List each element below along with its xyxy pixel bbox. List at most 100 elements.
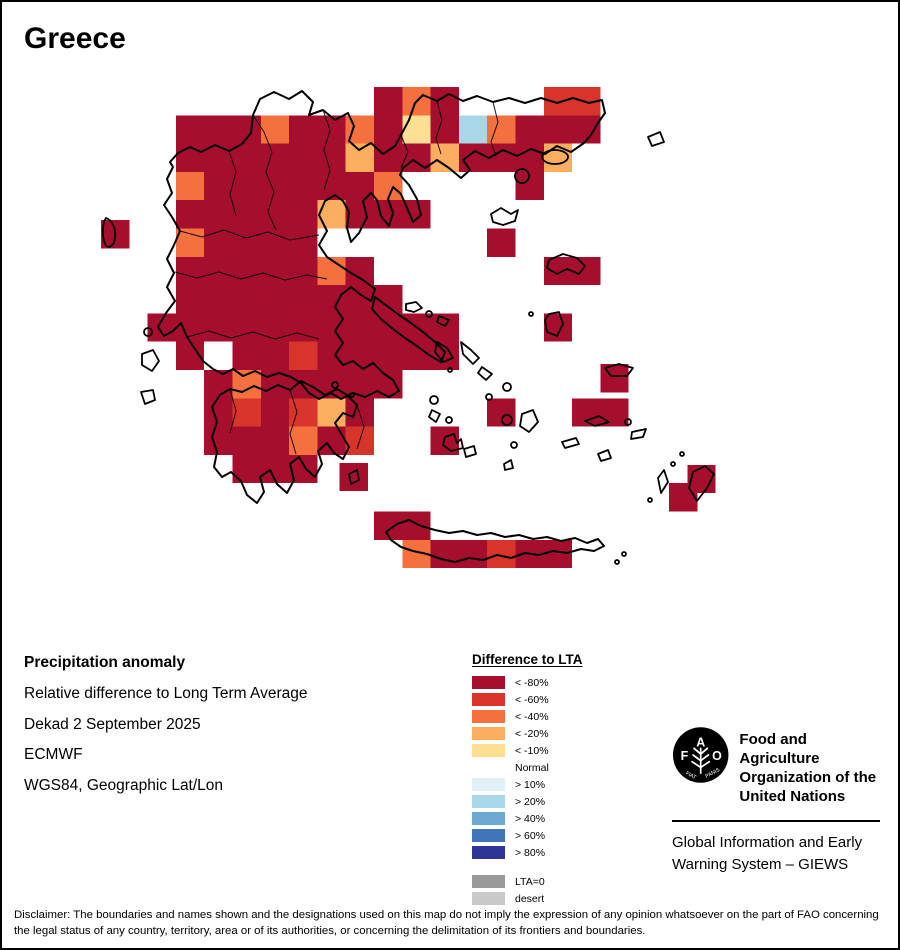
map-cell (430, 539, 459, 569)
legend-label: desert (515, 892, 545, 905)
map-cell (487, 539, 516, 569)
map-cell (402, 115, 431, 144)
map-cell (345, 313, 374, 342)
fao-logo-icon: A F O FIAT PANIS (672, 727, 729, 783)
legend: Difference to LTA < -80% < -60% < -40% < -2… (472, 652, 662, 907)
fao-org-line: Organization of the (739, 769, 877, 786)
map-cell (572, 256, 601, 286)
giews-line: Warning System – GIEWS (672, 855, 849, 873)
map-cell (402, 200, 431, 229)
disclaimer-text: Disclaimer: The boundaries and names sho… (14, 909, 879, 937)
legend-item: > 60% (472, 827, 662, 844)
legend-label: > 20% (515, 795, 546, 808)
legend-label: < -80% (515, 676, 549, 689)
legend-swatch (472, 795, 505, 808)
legend-item: > 20% (472, 793, 662, 810)
map-cell (339, 462, 368, 492)
legend-label: > 80% (515, 846, 546, 859)
legend-label: LTA=0 (515, 875, 545, 888)
map-info-block: Precipitation anomaly Relative differenc… (24, 654, 454, 807)
legend-swatch (472, 812, 505, 825)
map-cell (175, 200, 205, 229)
map-cell (204, 285, 233, 314)
map-cell (317, 115, 346, 144)
admin-boundaries (174, 100, 499, 455)
map-cell (260, 398, 290, 427)
map-cell (317, 171, 346, 201)
map-cell (374, 143, 403, 172)
map-cell (232, 398, 261, 427)
map-cell (543, 313, 573, 342)
map-cell (175, 285, 205, 314)
map-cell (260, 285, 290, 314)
map-cell (232, 285, 261, 314)
map-cell (289, 143, 318, 172)
giews-text: Global Information and Early Warning Syst… (672, 832, 884, 875)
info-lines: Relative difference to Long Term Average… (24, 685, 454, 807)
legend-item: < -10% (472, 742, 662, 759)
legend-swatch (472, 676, 505, 689)
map-cell (204, 398, 233, 427)
legend-label: < -40% (515, 710, 549, 723)
legend-label: < -60% (515, 693, 549, 706)
legend-item: desert (472, 890, 662, 907)
legend-swatch (472, 829, 505, 842)
page-title: Greece (24, 22, 126, 55)
legend-label: > 10% (515, 778, 546, 791)
giews-line: Global Information and Early (672, 834, 863, 851)
info-line: WGS84, Geographic Lat/Lon (24, 776, 224, 794)
svg-text:FIAT: FIAT (684, 771, 697, 782)
map-cell (317, 143, 346, 172)
map-cell (175, 143, 205, 172)
map-cell (289, 256, 318, 286)
map-cell (232, 426, 261, 455)
legend-swatch (472, 846, 505, 859)
islands (101, 131, 715, 565)
coastline-crete (385, 519, 605, 563)
legend-label: Normal (515, 761, 549, 774)
map-cell (204, 200, 233, 229)
info-line: Relative difference to Long Term Average (24, 685, 308, 702)
map-cell (572, 115, 601, 144)
legend-extra: LTA=0 desert (472, 873, 662, 907)
map-cell (204, 228, 233, 257)
map-cell (345, 200, 374, 229)
coastline-evia (371, 296, 446, 363)
map-cell (175, 228, 205, 257)
legend-item: < -40% (472, 708, 662, 725)
map-cell (232, 454, 261, 484)
map-cell (232, 171, 261, 201)
coastline-peloponnese (211, 380, 358, 504)
legend-swatch (472, 761, 505, 774)
legend-item: Normal (472, 759, 662, 776)
map-cell (374, 370, 403, 399)
map-cell (289, 200, 318, 229)
map-cell (289, 228, 318, 257)
map-cell (232, 200, 261, 229)
map-cell (260, 115, 290, 144)
fao-org-text: Food and Agriculture Organization of the U… (739, 724, 884, 806)
fao-org-line: United Nations (739, 788, 846, 805)
fao-org-line: Food and Agriculture (739, 731, 820, 767)
map-cell (232, 313, 261, 342)
fao-block: A F O FIAT PANIS Food and Agriculture Org… (672, 724, 884, 875)
legend-swatch (472, 727, 505, 740)
legend-swatch (472, 778, 505, 791)
map-cell (289, 115, 318, 144)
map-cell (232, 143, 261, 172)
map-cell (204, 370, 233, 399)
map-cell (430, 115, 459, 144)
map-cell (232, 256, 261, 286)
legend-swatch (472, 693, 505, 706)
map-cell (487, 228, 516, 257)
map-cell (260, 228, 290, 257)
svg-text:F: F (681, 749, 689, 763)
map-cell (543, 539, 573, 569)
map-cell (317, 285, 346, 314)
map-cell (543, 115, 573, 144)
map-cell (232, 228, 261, 257)
map-cell (204, 115, 233, 144)
info-line: ECMWF (24, 746, 83, 763)
fao-divider (672, 820, 880, 822)
